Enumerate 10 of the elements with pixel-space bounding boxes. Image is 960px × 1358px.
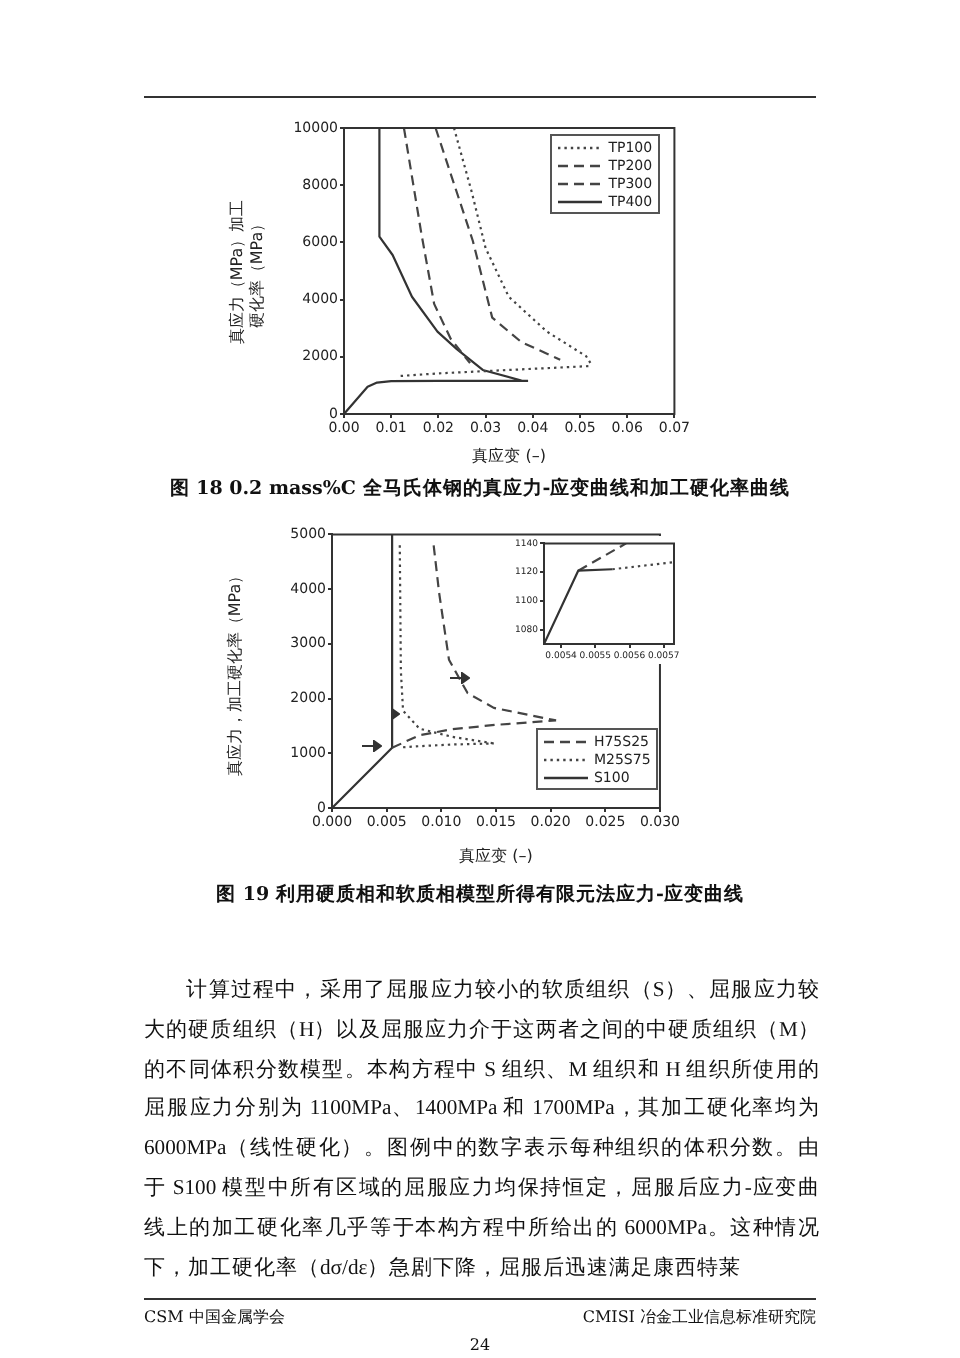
text: 图 19 利用硬质相和软质相模型所得有限元法应力-应变曲线 — [214, 882, 746, 908]
text: 24 — [467, 1336, 493, 1354]
y-axis-title: 真应力，加工硬化率（MPa） — [224, 564, 246, 780]
x-axis-title: 真应变 (–) — [459, 846, 533, 865]
text: CSM 中国金属学会 — [144, 1306, 285, 1328]
text: 图 18 0.2 mass%C 全马氏体钢的真应力-应变曲线和加工硬化率曲线 — [167, 476, 793, 502]
text: 计算过程中，采用了屈服应力较小的软质组织（S）、屈服应力较大的硬质组织（H）以及屈服应力介于这两者之间的中硬质组织（M）的不同体积分数模型。本构方程中 S 组织、M 组织和 H 组织所使用的屈服应力分别为 1100MPa、1400MPa 和 1700MPa，其加工硬化率均为 6000MPa（线性硬化）。图例中的数字表示每种组织的体积分数。由于 S100 模型中所有区域的屈服应力均保持恒定，屈服后应力-应变曲线上的加工硬化率几乎等于本构方程中所给出的 6000MPa。这种情况下，加工硬化率（dσ/dε）急剧下降，屈服后迅速满足康西特莱 — [144, 976, 820, 1284]
text: CMISI 冶金工业信息标准研究院 — [580, 1306, 816, 1328]
x-axis-title: 真应变 (–) — [472, 446, 546, 465]
y-axis-title: 真应力（MPa）加工硬化率（MPa） — [226, 196, 268, 348]
